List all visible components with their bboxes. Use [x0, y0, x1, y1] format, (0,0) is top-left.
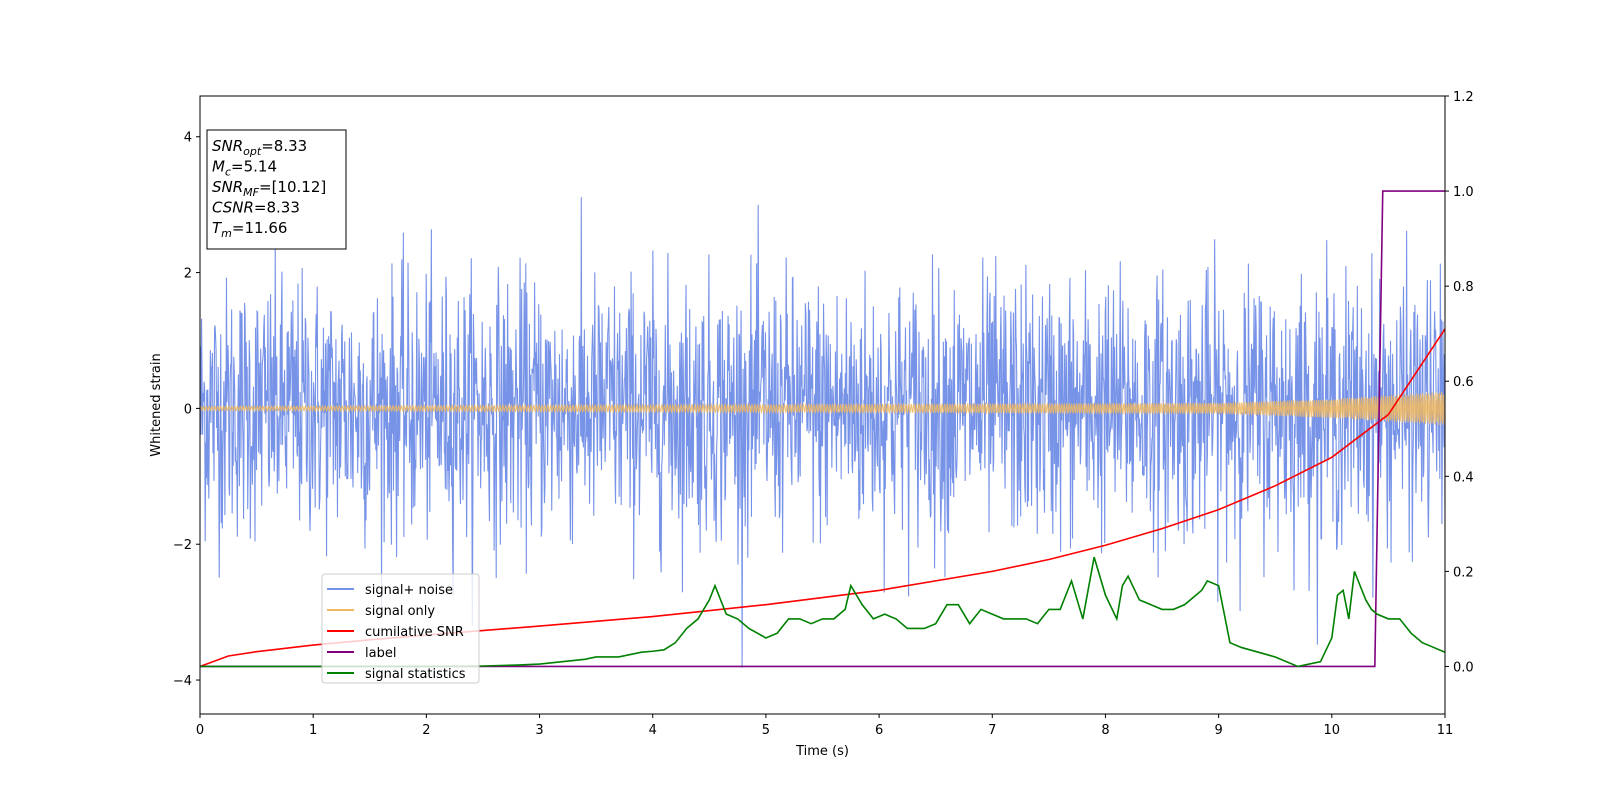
y2-tick-label: 0.2 — [1453, 565, 1474, 580]
legend-label: signal only — [365, 604, 435, 619]
y2-tick-label: 1.0 — [1453, 185, 1474, 200]
series-cumilative-snr — [200, 328, 1445, 668]
x-tick-label: 3 — [535, 723, 543, 738]
x-tick-label: 8 — [1101, 723, 1109, 738]
x-axis: 0 1 2 3 4 5 6 7 8 9 10 11 — [196, 714, 1453, 738]
y2-tick-label: 0.4 — [1453, 470, 1474, 485]
signal-noise-line — [200, 197, 1445, 668]
y2-tick-label: 0.8 — [1453, 280, 1474, 295]
annotation-line: Mc=5.14 — [212, 158, 277, 179]
y2-tick-label: 1.2 — [1453, 90, 1474, 105]
annotation-frame — [206, 129, 347, 250]
x-tick-label: 6 — [875, 723, 883, 738]
annotation-line: SNRMF=[10.12] — [212, 178, 326, 199]
x-tick-label: 7 — [988, 723, 996, 738]
x-tick-label: 11 — [1437, 723, 1454, 738]
annotation-box: SNRopt=8.33Mc=5.14SNRMF=[10.12]CSNR=8.33… — [206, 129, 347, 250]
x-tick-label: 4 — [649, 723, 657, 738]
y-tick-label: 4 — [184, 131, 192, 146]
y-axis-left: −4 −2 0 2 4 — [173, 131, 200, 689]
y-tick-label: −2 — [173, 538, 192, 553]
y-axis-label: Whitened strain — [149, 353, 164, 456]
signal-only-line — [200, 391, 1445, 425]
series-signal-only — [200, 391, 1445, 425]
legend-label: signal+ noise — [365, 583, 453, 598]
annotation-line: SNRopt=8.33 — [212, 137, 307, 158]
annotation-line: Tm=11.66 — [212, 219, 287, 240]
x-axis-label: Time (s) — [795, 744, 849, 759]
y-tick-label: 2 — [184, 267, 192, 282]
right-axis-series — [200, 190, 1445, 668]
y-tick-label: −4 — [173, 674, 192, 689]
series-signal-statistics — [200, 556, 1445, 668]
x-tick-label: 9 — [1214, 723, 1222, 738]
x-tick-label: 0 — [196, 723, 204, 738]
x-tick-label: 5 — [762, 723, 770, 738]
y-tick-label: 0 — [184, 402, 192, 417]
series-signal-noise — [200, 197, 1445, 668]
series-label — [200, 190, 1445, 668]
legend-label: label — [365, 646, 396, 661]
plot-frame — [199, 95, 1446, 715]
y2-tick-label: 0.6 — [1453, 375, 1474, 390]
x-tick-label: 1 — [309, 723, 317, 738]
x-tick-label: 10 — [1324, 723, 1341, 738]
legend-label: cumilative SNR — [365, 625, 464, 640]
y2-tick-label: 0.0 — [1453, 660, 1474, 675]
legend-label: signal statistics — [365, 667, 466, 682]
legend-frame — [321, 573, 480, 684]
annotation-line: CSNR=8.33 — [212, 199, 300, 217]
legend: signal+ noise signal only cumilative SNR la… — [321, 573, 480, 684]
x-tick-label: 2 — [422, 723, 430, 738]
y-axis-right: 0.0 0.2 0.4 0.6 0.8 1.0 1.2 — [1445, 90, 1474, 675]
